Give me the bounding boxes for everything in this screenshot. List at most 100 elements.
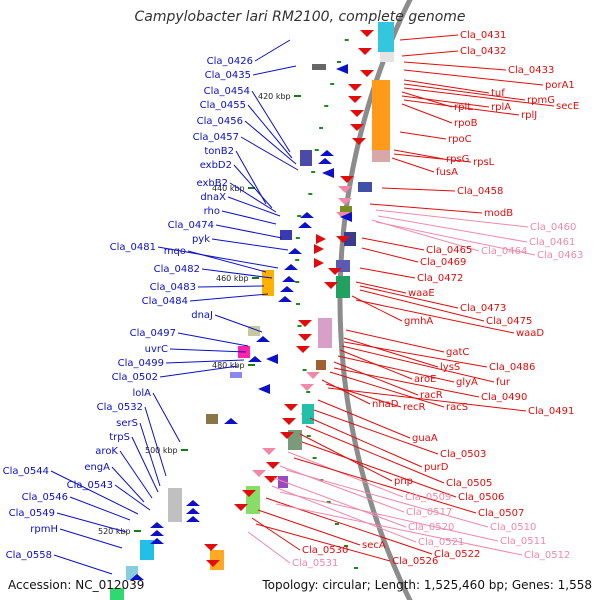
label-leader-line	[403, 69, 544, 86]
label-leader-line	[355, 299, 515, 334]
gene-label-right: Cla_0520	[408, 522, 454, 533]
label-leader-line	[359, 285, 459, 309]
gene-feature-block	[110, 588, 124, 600]
gene-label-right: Cla_0505	[446, 478, 492, 489]
gene-label-right: rplA	[491, 102, 511, 113]
label-leader-line	[377, 215, 528, 243]
gene-arrow-minus	[150, 530, 164, 536]
label-leader-line	[233, 164, 273, 209]
gene-label-right: porA1	[545, 80, 575, 91]
label-leader-line	[254, 39, 291, 62]
label-leader-line	[327, 387, 527, 412]
gene-arrow-plus	[340, 176, 354, 183]
gene-label-right: Cla_0491	[528, 406, 574, 417]
gene-feature-block	[168, 488, 182, 522]
label-leader-line	[252, 65, 297, 76]
label-leader-line	[240, 136, 299, 171]
gene-label-left: exbB2	[197, 178, 228, 189]
gene-arrow-minus	[336, 64, 348, 74]
gene-label-left: Cla_0454	[204, 86, 250, 97]
gene-label-left: Cla_0532	[97, 402, 143, 413]
gene-label-left: engA	[84, 462, 110, 473]
label-leader-line	[337, 355, 455, 383]
gene-label-left: Cla_0456	[197, 116, 243, 127]
gene-feature-block	[358, 182, 372, 192]
label-leader-line	[343, 341, 488, 368]
label-leader-line	[144, 406, 167, 477]
gene-arrow-plus	[314, 244, 324, 254]
label-leader-line	[333, 367, 480, 398]
gene-feature-block	[302, 404, 314, 424]
gene-label-left: aroK	[95, 446, 118, 457]
gene-label-left: Cla_0484	[142, 296, 188, 307]
label-leader-line	[139, 422, 161, 487]
gene-feature-block	[230, 372, 242, 378]
gene-label-left: lolA	[132, 388, 151, 399]
gene-label-right: gmhA	[404, 316, 433, 327]
gene-arrow-minus	[258, 384, 270, 394]
gene-arrow-minus	[298, 222, 312, 228]
label-leader-line	[152, 392, 181, 443]
gene-label-left: Cla_0499	[118, 358, 164, 369]
gene-label-right: Cla_0463	[537, 250, 583, 261]
gene-label-right: racS	[446, 402, 468, 413]
label-leader-line	[287, 451, 404, 498]
label-leader-line	[165, 359, 245, 364]
gene-feature-block	[140, 540, 154, 560]
gene-arrow-plus	[284, 404, 298, 411]
gene-label-right: Cla_0486	[489, 362, 535, 373]
gene-feature-block	[380, 52, 394, 62]
gene-label-right: Cla_0526	[392, 556, 438, 567]
label-leader-line	[341, 345, 495, 383]
gene-feature-block	[300, 150, 312, 166]
gene-arrow-plus	[316, 234, 326, 244]
gene-label-right: rplL	[454, 102, 473, 113]
gene-arrow-plus	[298, 334, 312, 341]
label-leader-line	[393, 153, 472, 163]
gene-label-left: Cla_0558	[6, 550, 52, 561]
gene-label-left: exbD2	[200, 160, 232, 171]
gene-arrow-minus	[278, 296, 292, 302]
gene-label-right: Cla_0509	[405, 492, 451, 503]
gene-label-left: rho	[204, 206, 220, 217]
gene-label-right: Cla_0503	[440, 449, 486, 460]
label-leader-line	[317, 399, 411, 439]
gene-label-right: rpsG	[446, 154, 469, 165]
gene-arrow-minus	[150, 522, 164, 528]
label-leader-line	[111, 466, 145, 503]
gene-label-right: glyA	[456, 377, 478, 388]
gene-label-left: trpS	[109, 432, 130, 443]
label-leader-line	[293, 457, 477, 514]
gene-arrow-minus	[280, 286, 294, 292]
gene-label-left: Cla_0483	[150, 282, 196, 293]
label-leader-line	[157, 246, 279, 269]
label-leader-line	[227, 196, 281, 217]
gene-label-right: gatC	[446, 347, 469, 358]
gene-label-left: Cla_0502	[112, 372, 158, 383]
gene-label-right: Cla_0469	[420, 257, 466, 268]
gene-arrow-minus	[130, 574, 144, 580]
label-leader-line	[69, 496, 131, 521]
label-leader-line	[251, 517, 301, 551]
label-leader-line	[359, 267, 416, 279]
gene-feature-block	[248, 326, 260, 336]
label-leader-line	[244, 120, 297, 165]
gene-label-left: Cla_0426	[207, 56, 253, 67]
label-leader-line	[393, 149, 445, 160]
label-leader-line	[403, 79, 490, 94]
gene-label-right: fur	[496, 377, 511, 388]
label-leader-line	[361, 247, 419, 263]
gene-label-left: Cla_0543	[67, 480, 113, 491]
gene-label-left: Cla_0497	[130, 328, 176, 339]
label-leader-line	[159, 365, 239, 378]
gene-feature-block	[344, 232, 356, 246]
label-leader-line	[369, 203, 483, 214]
gene-label-right: Cla_0465	[426, 245, 472, 256]
gene-arrow-plus	[336, 212, 350, 219]
gene-label-right: Cla_0473	[460, 303, 506, 314]
gene-label-right: Cla_0464	[481, 246, 527, 257]
gene-feature-block	[372, 80, 390, 150]
gene-arrow-plus	[242, 490, 256, 497]
label-leader-line	[131, 436, 159, 493]
label-leaders	[50, 34, 555, 575]
